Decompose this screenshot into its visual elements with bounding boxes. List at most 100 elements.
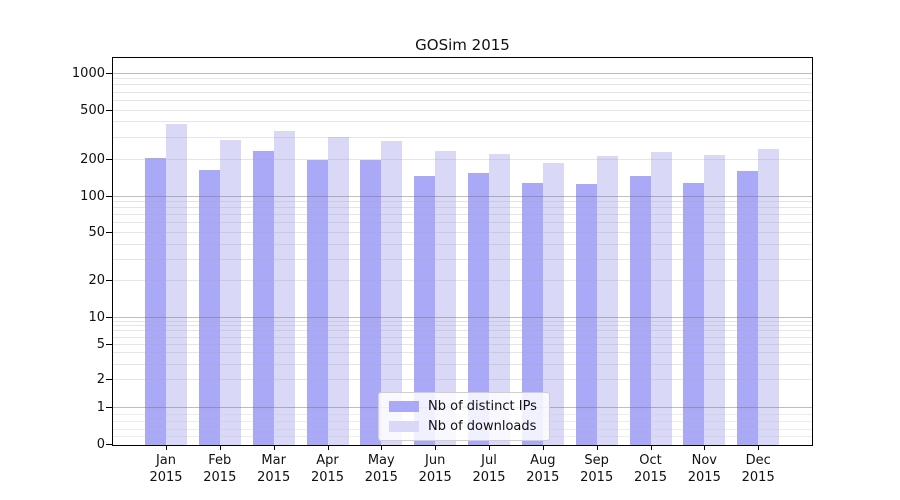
gridline: [113, 78, 812, 80]
bar-downloads: [327, 137, 349, 445]
bar-distinct-ips: [737, 170, 759, 445]
y-tick-mark: [106, 195, 112, 197]
gridline: [113, 91, 812, 93]
y-tick-mark: [106, 109, 112, 111]
x-tick-year: 2015: [472, 470, 506, 485]
gridline: [113, 222, 812, 224]
x-tick-month: Sep: [584, 453, 609, 468]
x-tick-label: Jun 2015: [407, 452, 463, 486]
gridline: [113, 258, 812, 260]
gridline: [113, 121, 812, 123]
bar-downloads: [381, 140, 403, 445]
x-tick-label: May 2015: [353, 452, 409, 486]
bar-downloads: [596, 156, 618, 445]
x-tick-month: Jan: [155, 453, 177, 468]
bar-distinct-ips: [575, 184, 597, 445]
y-tick-mark: [106, 72, 112, 74]
x-tick-month: Nov: [691, 453, 717, 468]
y-tick-label: 1: [96, 399, 105, 415]
x-tick-year: 2015: [526, 470, 560, 485]
gridline: [113, 320, 812, 322]
y-tick-label: 20: [88, 273, 105, 289]
x-tick-label: Apr 2015: [300, 452, 356, 486]
x-tick-label: Aug 2015: [515, 452, 571, 486]
gridline: [113, 136, 812, 138]
x-tick-year: 2015: [203, 470, 237, 485]
x-tick-year: 2015: [633, 470, 668, 485]
x-tick-year: 2015: [580, 470, 614, 485]
legend-label: Nb of distinct IPs: [428, 399, 537, 414]
x-tick-label: Dec 2015: [730, 452, 786, 486]
x-tick-month: Mar: [261, 453, 286, 468]
bar-downloads: [650, 151, 672, 445]
bar-downloads: [758, 149, 780, 445]
x-tick-mark: [166, 446, 167, 450]
bar-downloads: [219, 140, 241, 445]
gridline: [113, 343, 812, 345]
bar-distinct-ips: [683, 182, 705, 445]
x-tick-label: Oct 2015: [623, 452, 679, 486]
x-tick-month: May: [367, 453, 395, 468]
y-tick-mark: [106, 158, 112, 160]
x-tick-month: Dec: [745, 453, 771, 468]
x-tick-mark: [758, 446, 760, 450]
bar-downloads: [489, 153, 510, 445]
gridline: [113, 109, 812, 111]
gridline: [113, 379, 812, 381]
x-tick-label: Sep 2015: [569, 452, 625, 486]
legend-swatch-downloads-icon: [389, 421, 419, 432]
x-tick-year: 2015: [364, 470, 398, 485]
y-tick-label: 200: [80, 151, 105, 167]
x-tick-mark: [596, 446, 598, 450]
x-tick-mark: [489, 446, 490, 450]
x-tick-mark: [273, 446, 275, 450]
x-tick-mark: [327, 446, 329, 450]
x-tick-year: 2015: [149, 470, 183, 485]
y-tick-label: 500: [80, 102, 105, 118]
bar-distinct-ips: [521, 182, 543, 445]
gridline: [113, 330, 812, 332]
x-tick-month: Apr: [316, 453, 339, 468]
gridline: [113, 201, 812, 202]
gridline: [113, 363, 812, 365]
legend: Nb of distinct IPs Nb of downloads: [378, 392, 550, 441]
bar-distinct-ips: [198, 169, 220, 445]
legend-label: Nb of downloads: [428, 419, 537, 434]
gridline: [113, 280, 812, 282]
x-tick-month: Aug: [530, 453, 556, 468]
y-tick-mark: [106, 316, 112, 318]
x-tick-mark: [219, 446, 221, 450]
y-tick-mark: [106, 379, 112, 381]
x-tick-label: Mar 2015: [246, 452, 302, 486]
x-tick-year: 2015: [257, 470, 291, 485]
legend-item-distinct-ips: Nb of distinct IPs: [389, 399, 541, 414]
gridline: [113, 158, 812, 160]
y-tick-label: 5: [96, 336, 105, 352]
x-tick-month: Jul: [481, 453, 497, 468]
y-tick-mark: [106, 343, 112, 345]
bar-downloads: [435, 150, 457, 445]
gridline: [113, 99, 812, 101]
bar-distinct-ips: [468, 172, 489, 445]
bar-distinct-ips: [306, 159, 328, 445]
gridline: [113, 72, 812, 74]
y-tick-mark: [106, 231, 112, 233]
gridline: [113, 325, 812, 327]
bar-distinct-ips: [414, 175, 436, 445]
x-tick-month: Jun: [425, 453, 446, 468]
bar-downloads: [704, 155, 726, 445]
gridline: [113, 84, 812, 86]
y-tick-label: 0: [96, 436, 105, 452]
bar-distinct-ips: [629, 176, 651, 445]
plot-area: Nb of distinct IPs Nb of downloads: [106, 57, 813, 450]
gridline: [113, 316, 812, 318]
y-tick-label: 1000: [71, 65, 105, 81]
x-tick-mark: [704, 446, 706, 450]
chart-title: GOSim 2015: [415, 36, 510, 54]
y-tick-mark: [106, 406, 112, 408]
x-tick-label: Jan 2015: [138, 452, 194, 486]
x-tick-month: Feb: [208, 453, 232, 468]
x-tick-mark: [542, 446, 544, 450]
x-tick-mark: [381, 446, 383, 450]
